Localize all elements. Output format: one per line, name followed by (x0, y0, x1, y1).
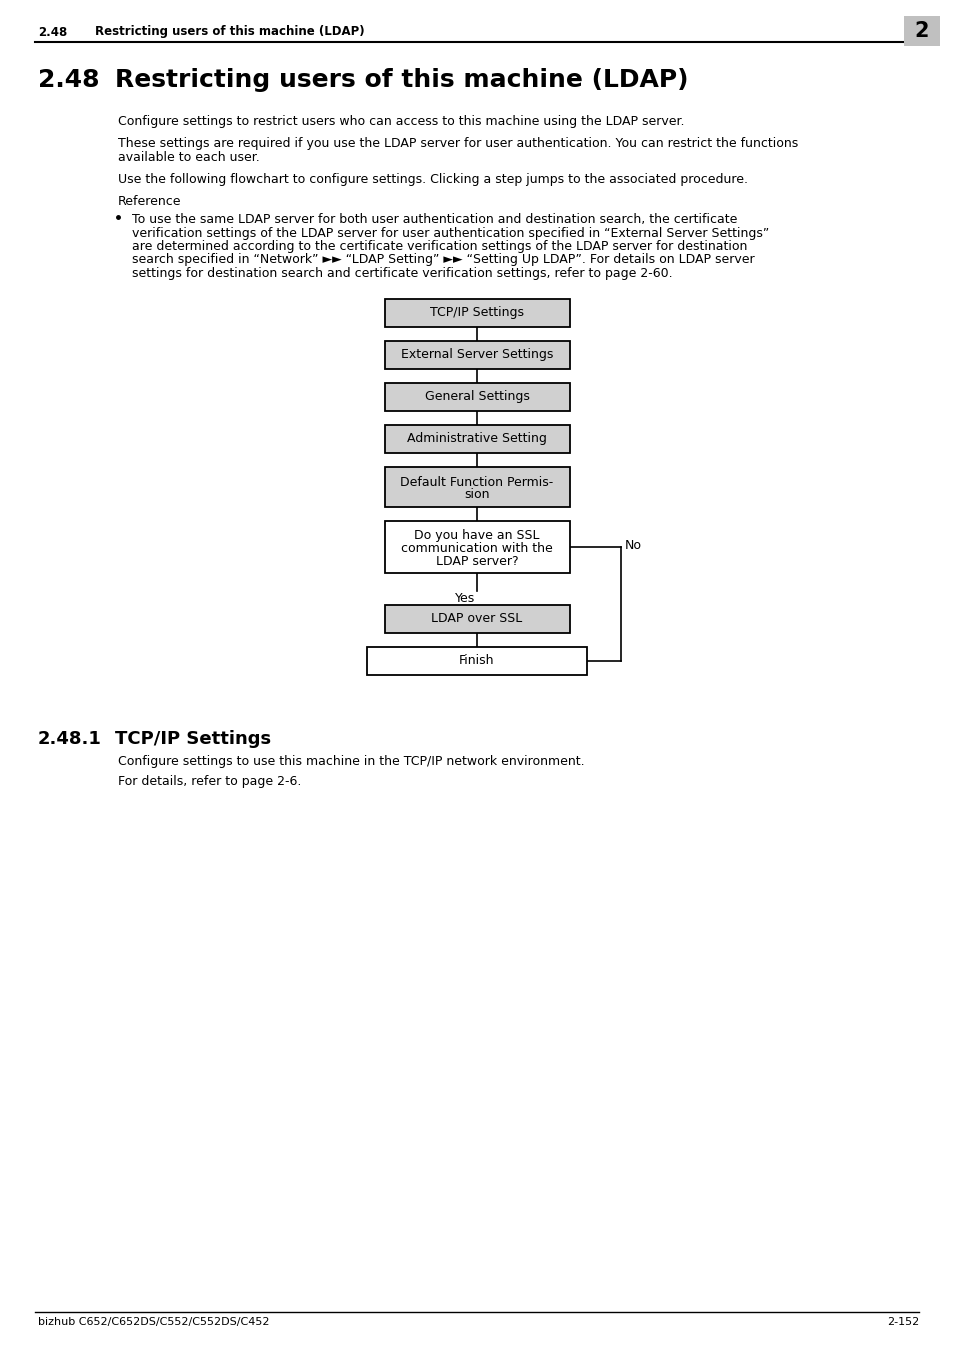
Text: 2.48: 2.48 (38, 26, 67, 39)
Text: Administrative Setting: Administrative Setting (407, 432, 546, 446)
Text: For details, refer to page 2-6.: For details, refer to page 2-6. (118, 775, 301, 788)
Bar (385, 424, 569, 452)
Text: 2: 2 (914, 22, 928, 40)
Text: available to each user.: available to each user. (118, 151, 259, 163)
Text: 2-152: 2-152 (886, 1318, 918, 1327)
Text: bizhub C652/C652DS/C552/C552DS/C452: bizhub C652/C652DS/C552/C552DS/C452 (38, 1318, 269, 1327)
Bar (903, 16, 939, 46)
Text: TCP/IP Settings: TCP/IP Settings (430, 306, 523, 319)
Text: Yes: Yes (455, 591, 475, 605)
Text: Restricting users of this machine (LDAP): Restricting users of this machine (LDAP) (95, 26, 364, 39)
Text: Default Function Permis-: Default Function Permis- (400, 475, 553, 489)
Bar (385, 382, 569, 410)
Text: search specified in “Network” ►► “LDAP Setting” ►► “Setting Up LDAP”. For detail: search specified in “Network” ►► “LDAP S… (132, 254, 754, 266)
Bar (385, 340, 569, 369)
Text: To use the same LDAP server for both user authentication and destination search,: To use the same LDAP server for both use… (132, 213, 737, 225)
Text: Do you have an SSL: Do you have an SSL (414, 529, 539, 541)
Text: TCP/IP Settings: TCP/IP Settings (115, 729, 271, 748)
Text: No: No (624, 539, 641, 552)
Text: verification settings of the LDAP server for user authentication specified in “E: verification settings of the LDAP server… (132, 227, 768, 239)
Text: Restricting users of this machine (LDAP): Restricting users of this machine (LDAP) (115, 68, 688, 92)
Text: Finish: Finish (458, 653, 495, 667)
Text: LDAP over SSL: LDAP over SSL (431, 612, 522, 625)
Bar (385, 605, 569, 633)
Text: Reference: Reference (118, 194, 181, 208)
Text: Use the following flowchart to configure settings. Clicking a step jumps to the : Use the following flowchart to configure… (118, 173, 747, 186)
Text: are determined according to the certificate verification settings of the LDAP se: are determined according to the certific… (132, 240, 746, 252)
Text: communication with the: communication with the (400, 541, 553, 555)
Text: LDAP server?: LDAP server? (436, 555, 517, 568)
Text: External Server Settings: External Server Settings (400, 348, 553, 360)
Text: settings for destination search and certificate verification settings, refer to : settings for destination search and cert… (132, 267, 672, 279)
Text: sion: sion (464, 489, 489, 501)
Text: Configure settings to restrict users who can access to this machine using the LD: Configure settings to restrict users who… (118, 115, 684, 128)
Text: Configure settings to use this machine in the TCP/IP network environment.: Configure settings to use this machine i… (118, 756, 584, 768)
Bar (367, 647, 586, 675)
Bar (385, 467, 569, 506)
Text: These settings are required if you use the LDAP server for user authentication. : These settings are required if you use t… (118, 136, 798, 150)
Bar (385, 521, 569, 572)
Text: General Settings: General Settings (424, 390, 529, 404)
Text: 2.48: 2.48 (38, 68, 99, 92)
Bar (385, 298, 569, 327)
Text: 2.48.1: 2.48.1 (38, 729, 102, 748)
